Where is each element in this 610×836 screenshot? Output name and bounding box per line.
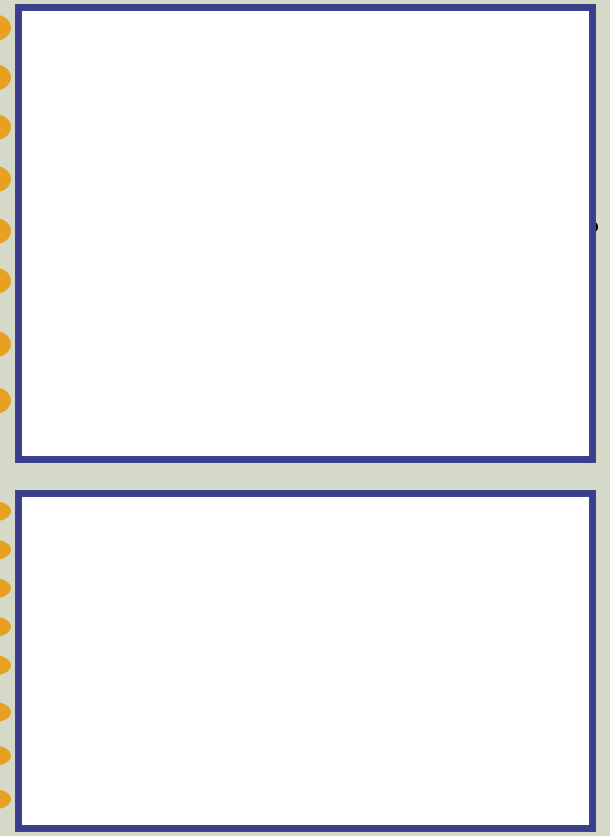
FancyBboxPatch shape bbox=[84, 584, 362, 615]
Text: Given: Given bbox=[448, 515, 491, 530]
Circle shape bbox=[0, 703, 10, 721]
Text: M: M bbox=[332, 67, 346, 80]
Text: A. I, IV, III, V, II: A. I, IV, III, V, II bbox=[41, 676, 296, 706]
FancyBboxPatch shape bbox=[362, 660, 577, 692]
Text: inequality between: inequality between bbox=[41, 69, 260, 88]
Text: $\overline{NO}$: $\overline{NO}$ bbox=[312, 270, 345, 293]
Text: Given:: Given: bbox=[41, 119, 118, 137]
Circle shape bbox=[0, 16, 10, 41]
Text: O: O bbox=[586, 221, 598, 235]
Circle shape bbox=[0, 618, 10, 636]
Text: >: > bbox=[285, 272, 315, 291]
Circle shape bbox=[0, 219, 10, 244]
Text: Angle Addition Postulate: Angle Addition Postulate bbox=[380, 592, 559, 607]
FancyBboxPatch shape bbox=[84, 622, 362, 654]
FancyBboxPatch shape bbox=[18, 493, 592, 828]
Text: 3. The illustration below shows the: 3. The illustration below shows the bbox=[41, 19, 428, 38]
Text: C. I, IV, III, II, V: C. I, IV, III, II, V bbox=[41, 757, 298, 786]
Circle shape bbox=[0, 502, 10, 521]
Circle shape bbox=[0, 656, 10, 675]
FancyBboxPatch shape bbox=[18, 8, 592, 460]
Circle shape bbox=[0, 115, 10, 140]
Text: ≅: ≅ bbox=[138, 119, 168, 137]
Text: and: and bbox=[284, 69, 339, 88]
FancyBboxPatch shape bbox=[362, 545, 577, 577]
Text: $\angle NMP > \angle OMN$: $\angle NMP > \angle OMN$ bbox=[167, 668, 280, 685]
Circle shape bbox=[0, 747, 10, 765]
Circle shape bbox=[0, 332, 10, 357]
FancyBboxPatch shape bbox=[84, 507, 362, 538]
Text: $\overline{MN} \cong \overline{MN}$: $\overline{MN} \cong \overline{MN}$ bbox=[190, 628, 257, 648]
Text: V.: V. bbox=[66, 669, 79, 684]
Text: $\angle NMP = \angle PMO + \angle OMN$: $\angle NMP = \angle PMO + \angle OMN$ bbox=[135, 591, 312, 608]
Text: .: . bbox=[372, 69, 379, 88]
Text: II.: II. bbox=[65, 553, 79, 568]
Text: Reflexive Property: Reflexive Property bbox=[403, 630, 537, 645]
FancyBboxPatch shape bbox=[84, 545, 362, 577]
Text: Definition of Inequality: Definition of Inequality bbox=[386, 669, 553, 684]
FancyBboxPatch shape bbox=[362, 622, 577, 654]
Text: reasons in logical order.: reasons in logical order. bbox=[41, 391, 305, 410]
Text: $\overline{PN} > \overline{NO}$: $\overline{PN} > \overline{NO}$ bbox=[192, 551, 254, 571]
Text: Δ​NMP: Δ​NMP bbox=[237, 69, 303, 88]
Text: R: R bbox=[462, 173, 472, 186]
Text: You need to prove that: You need to prove that bbox=[41, 272, 301, 291]
Circle shape bbox=[0, 790, 10, 808]
Text: $\overline{MP}$: $\overline{MP}$ bbox=[102, 116, 133, 140]
Circle shape bbox=[0, 66, 10, 91]
Circle shape bbox=[0, 579, 10, 598]
Text: arranging the following statements and: arranging the following statements and bbox=[41, 335, 479, 354]
Text: B. I, II, III, IV, V: B. I, II, III, IV, V bbox=[41, 716, 299, 746]
Text: $\overline{MP} \cong \overline{MO}$: $\overline{MP} \cong \overline{MO}$ bbox=[190, 512, 256, 533]
Text: III.: III. bbox=[61, 592, 79, 607]
Text: by: by bbox=[347, 272, 380, 291]
Circle shape bbox=[0, 269, 10, 294]
Text: N: N bbox=[563, 67, 575, 80]
Text: $\overline{MO}$: $\overline{MO}$ bbox=[171, 116, 206, 140]
FancyBboxPatch shape bbox=[84, 660, 362, 692]
Circle shape bbox=[0, 167, 10, 192]
Text: Hinge Theorem: Hinge Theorem bbox=[414, 553, 526, 568]
Text: D. I, III, IV, V, II: D. I, III, IV, V, II bbox=[41, 797, 297, 826]
FancyBboxPatch shape bbox=[362, 584, 577, 615]
Circle shape bbox=[0, 389, 10, 414]
Text: I.: I. bbox=[70, 515, 79, 530]
Circle shape bbox=[0, 541, 10, 559]
Text: IV.: IV. bbox=[62, 630, 79, 645]
Text: $\overline{PN}$: $\overline{PN}$ bbox=[251, 270, 279, 293]
FancyBboxPatch shape bbox=[362, 507, 577, 538]
Text: Δ​OMN: Δ​OMN bbox=[321, 69, 389, 88]
Text: P: P bbox=[343, 279, 353, 293]
